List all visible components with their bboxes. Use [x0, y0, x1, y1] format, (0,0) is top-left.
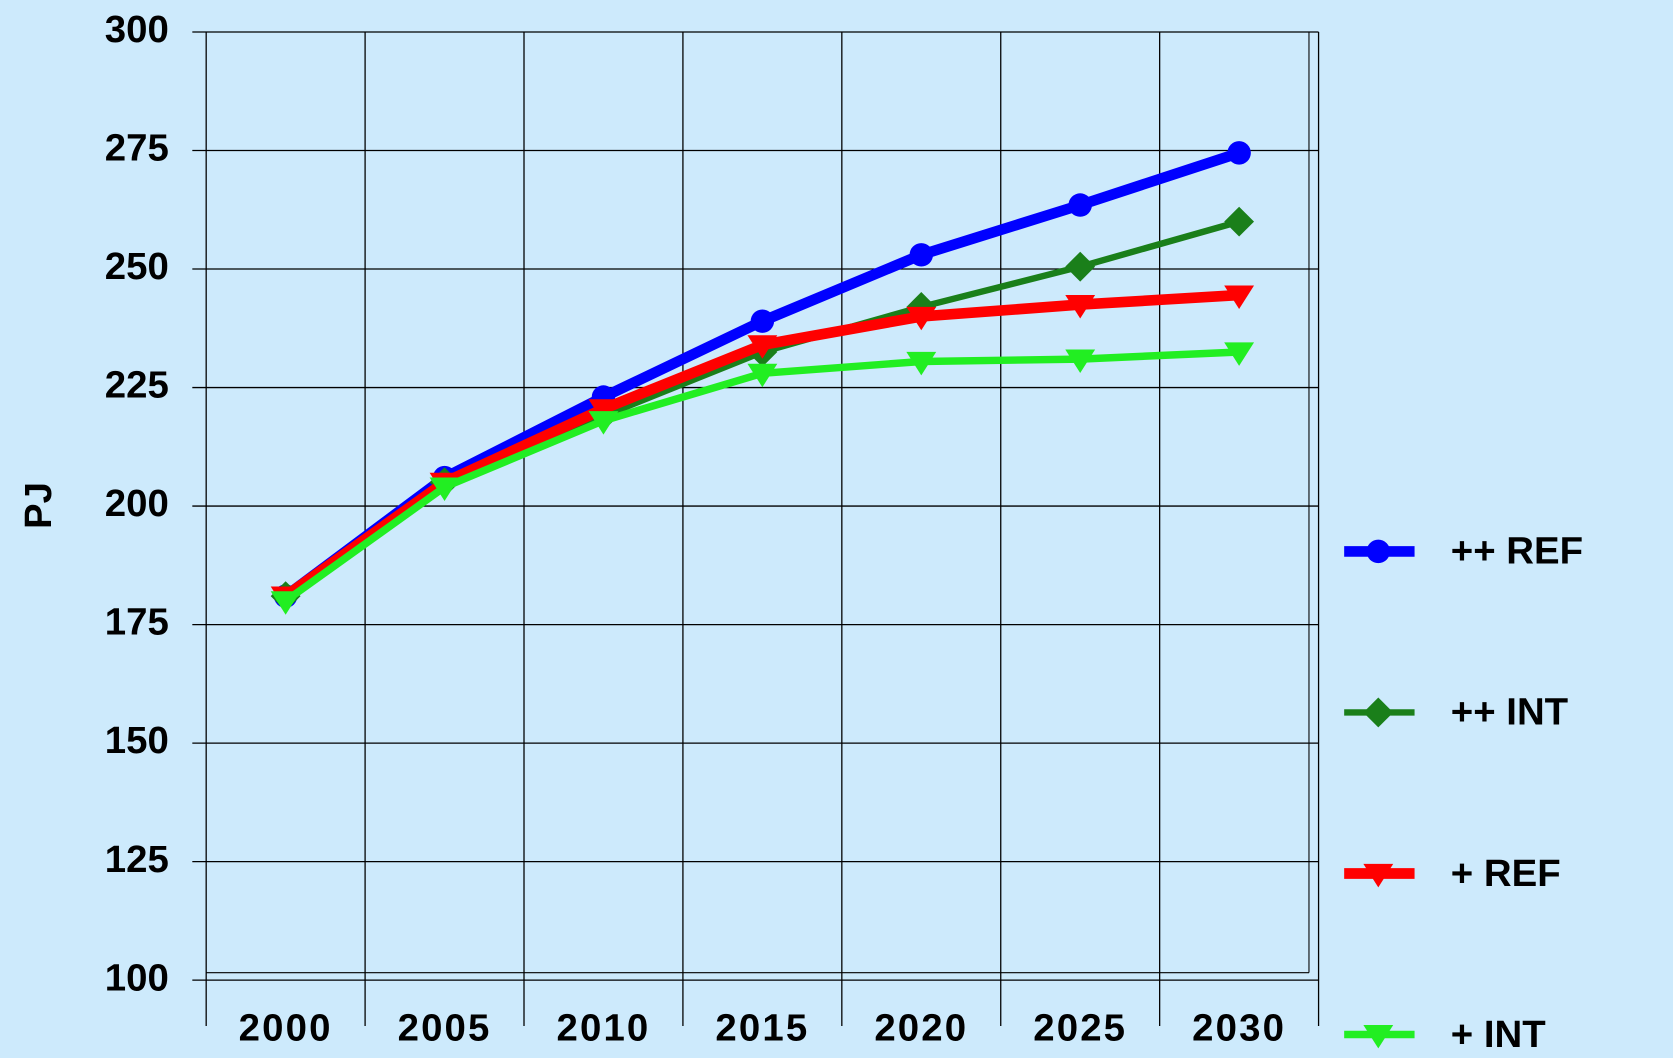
- marker: [1224, 342, 1255, 366]
- y-tick-label: 200: [105, 482, 169, 525]
- marker: [750, 309, 775, 333]
- y-tick-label: 225: [105, 364, 169, 407]
- y-tick-label: 250: [105, 245, 169, 288]
- y-tick-label: 150: [105, 719, 169, 762]
- marker: [1363, 697, 1394, 728]
- marker: [1065, 349, 1096, 373]
- marker: [1065, 294, 1096, 319]
- marker: [1065, 251, 1096, 282]
- marker: [1366, 539, 1391, 564]
- marker: [1363, 1024, 1394, 1049]
- x-tick-label: 2025: [1033, 1006, 1127, 1049]
- x-tick-label: 2005: [398, 1006, 492, 1049]
- marker: [588, 411, 619, 435]
- marker: [1224, 206, 1255, 237]
- marker: [747, 335, 778, 359]
- marker: [1068, 193, 1092, 217]
- marker: [429, 477, 460, 501]
- y-axis-label: PJ: [17, 482, 60, 529]
- marker: [1363, 863, 1394, 888]
- marker: [747, 363, 778, 388]
- x-tick-label: 2010: [557, 1006, 651, 1049]
- legend-label: ++ INT: [1451, 691, 1569, 734]
- x-tick-label: 2015: [715, 1006, 809, 1049]
- marker: [270, 591, 301, 615]
- marker: [906, 306, 937, 331]
- x-tick-label: 2000: [239, 1006, 333, 1049]
- y-tick-label: 300: [105, 8, 169, 51]
- legend-label: ++ REF: [1451, 530, 1583, 573]
- series-line: [283, 218, 1240, 599]
- marker: [588, 399, 619, 423]
- marker: [1224, 285, 1255, 309]
- marker: [906, 351, 937, 376]
- y-tick-label: 125: [105, 838, 169, 881]
- y-tick-label: 275: [105, 127, 169, 170]
- y-tick-label: 100: [105, 956, 169, 999]
- x-tick-label: 2030: [1192, 1006, 1286, 1049]
- series-line: [283, 348, 1240, 604]
- legend-label: + REF: [1451, 852, 1561, 895]
- marker: [1227, 141, 1251, 165]
- legend-label: + INT: [1451, 1013, 1546, 1056]
- y-tick-label: 175: [105, 601, 169, 644]
- marker: [909, 243, 934, 267]
- x-tick-label: 2020: [874, 1006, 968, 1049]
